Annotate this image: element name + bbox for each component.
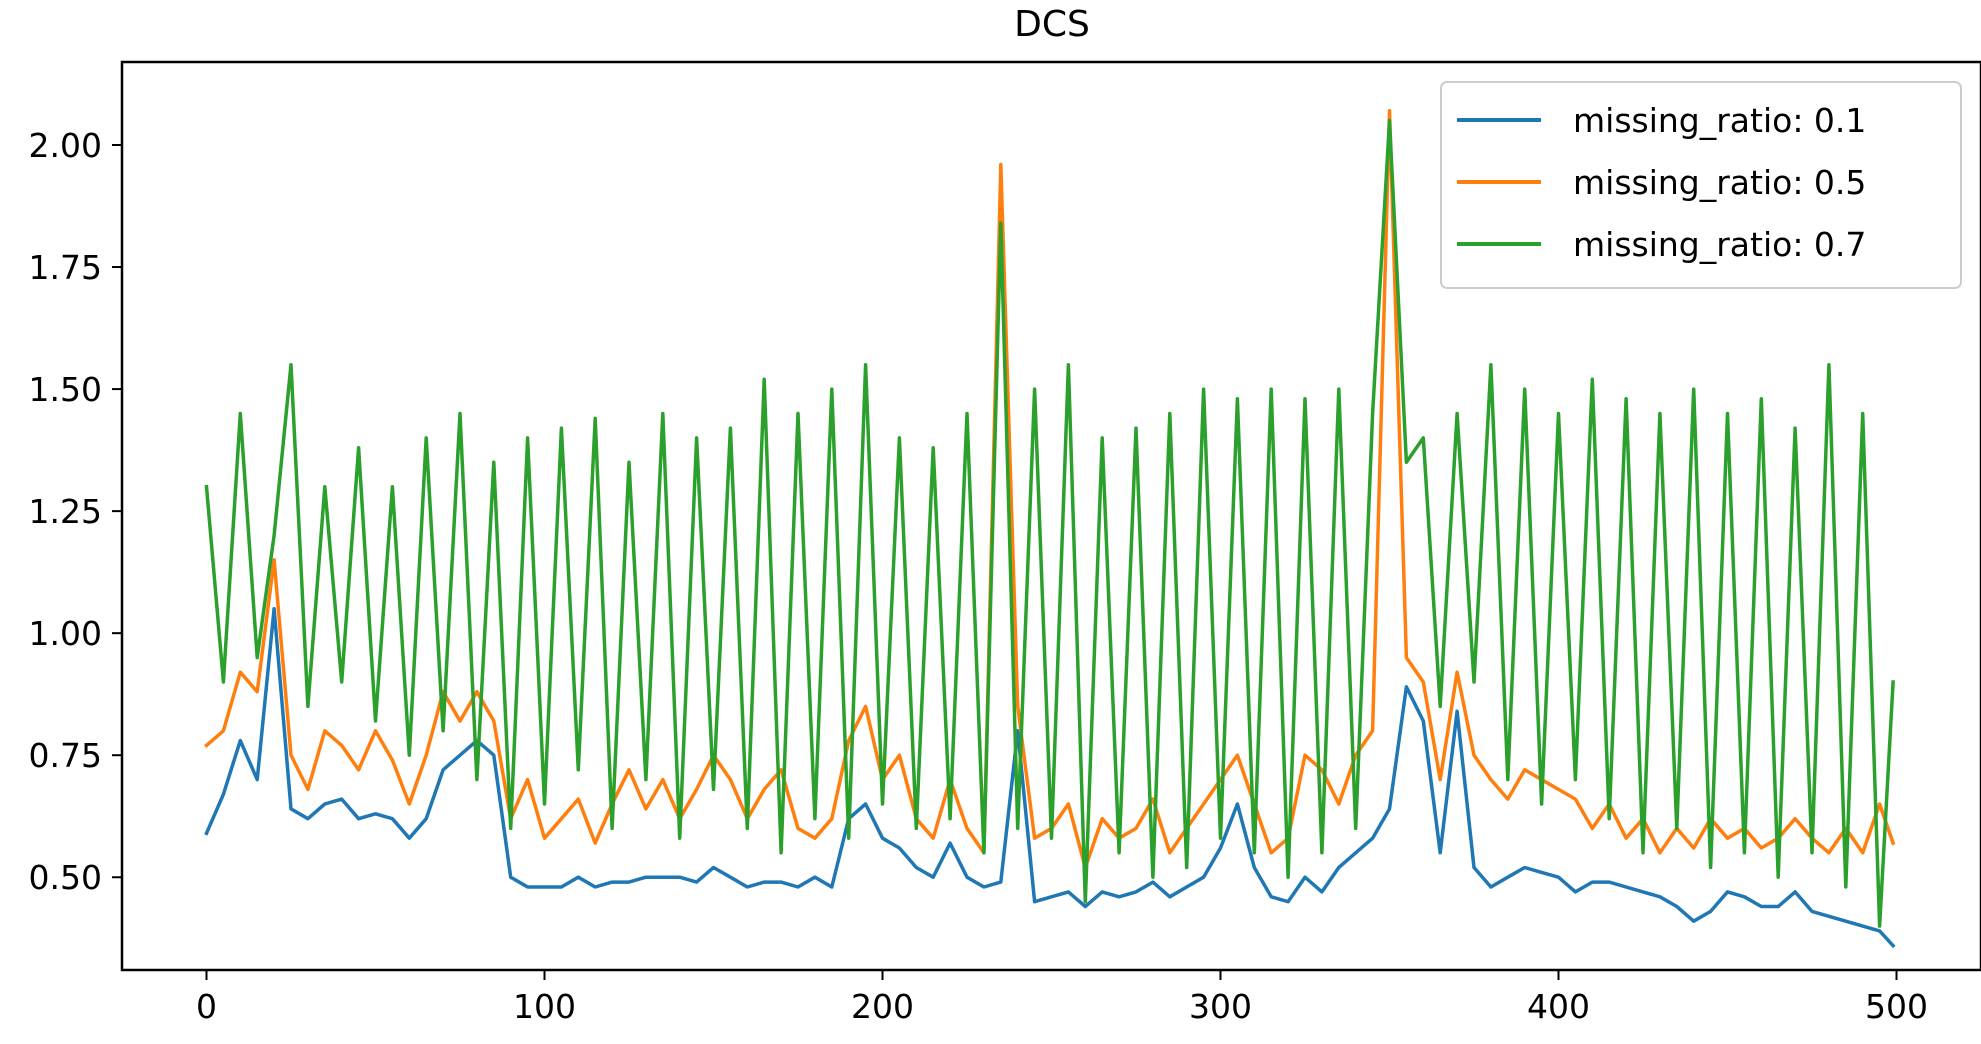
y-tick-label: 1.25 <box>29 492 102 531</box>
y-tick-label: 2.00 <box>29 126 102 165</box>
legend-label: missing_ratio: 0.5 <box>1573 163 1866 202</box>
y-tick-label: 1.75 <box>29 248 102 287</box>
x-tick-label: 500 <box>1865 987 1928 1026</box>
x-tick-label: 400 <box>1527 987 1590 1026</box>
series-line-3 <box>204 118 1895 928</box>
legend-label: missing_ratio: 0.1 <box>1573 101 1866 140</box>
x-tick-label: 200 <box>851 987 914 1026</box>
chart-title: DCS <box>1014 4 1090 45</box>
plot-area <box>204 109 1896 949</box>
x-axis: 0 100 200 300 400 500 <box>196 970 1928 1026</box>
y-tick-label: 1.00 <box>29 614 102 653</box>
series-line-1 <box>204 607 1896 949</box>
x-tick-label: 300 <box>1189 987 1252 1026</box>
x-tick-label: 0 <box>196 987 217 1026</box>
legend: missing_ratio: 0.1 missing_ratio: 0.5 miss… <box>1440 81 1962 289</box>
y-tick-label: 0.75 <box>29 736 102 775</box>
x-tick-label: 100 <box>513 987 576 1026</box>
y-tick-label: 0.50 <box>29 858 102 897</box>
legend-label: missing_ratio: 0.7 <box>1573 225 1866 264</box>
legend-box <box>1440 81 1962 289</box>
y-tick-label: 1.50 <box>29 370 102 409</box>
y-axis: 0.50 0.75 1.00 1.25 1.50 1.75 2.00 <box>29 126 122 897</box>
plot-frame <box>120 60 1981 972</box>
